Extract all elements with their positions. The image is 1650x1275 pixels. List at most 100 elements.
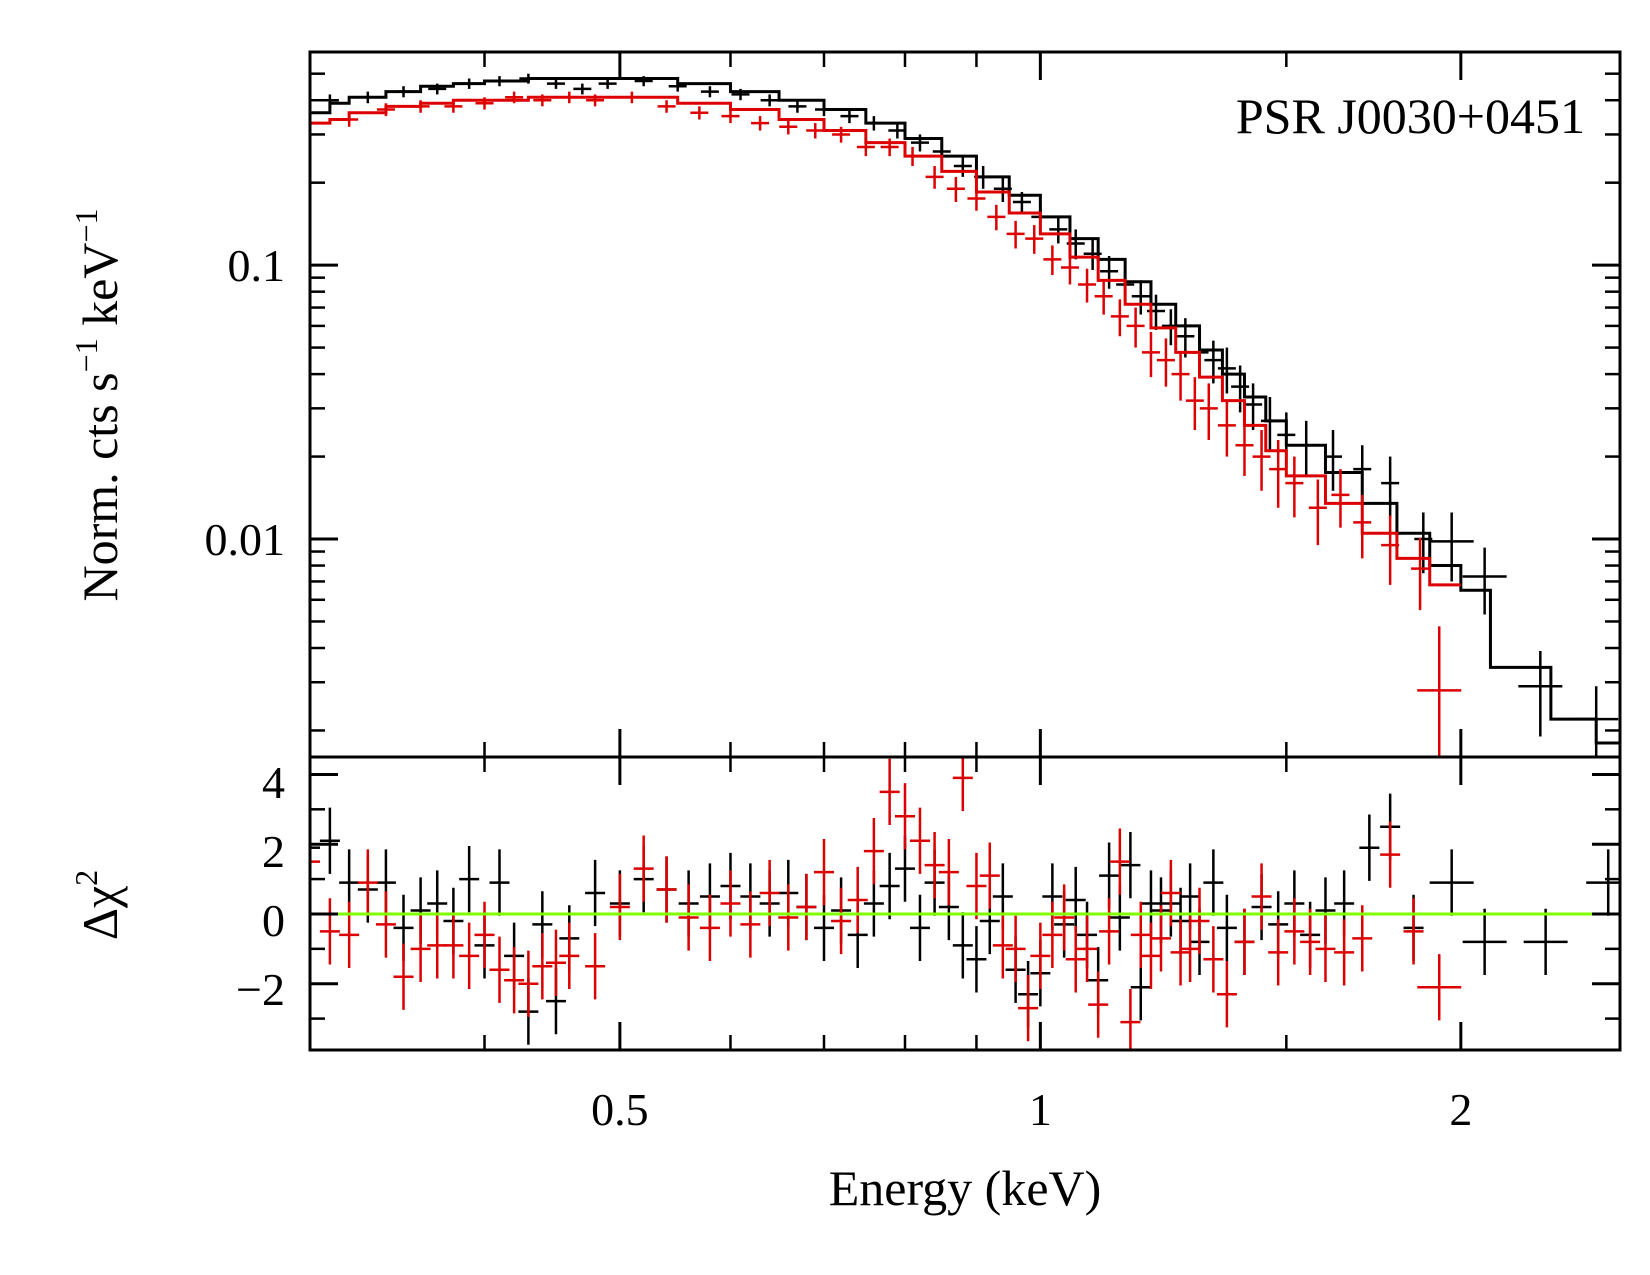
spectrum-data-point-2 [721, 109, 740, 124]
residuals-y-axis-title: Δχ2 [68, 870, 128, 940]
spectrum-data-point-2 [1156, 338, 1175, 387]
spectrum-data-point-2 [1110, 299, 1129, 337]
residual-point-2 [1417, 954, 1462, 1021]
residual-point-2 [459, 922, 480, 989]
residual-point-2 [1203, 926, 1224, 993]
spectrum-data-point-2 [946, 176, 965, 203]
residuals-axis-ticks [310, 757, 1620, 1050]
spectrum-data-point-1 [1131, 280, 1150, 315]
residual-point-2 [474, 901, 495, 969]
spectrum-data-point-2 [1043, 245, 1062, 276]
residual-point-1 [952, 912, 973, 979]
spectrum-data-point-1 [788, 100, 807, 113]
residual-point-2 [979, 842, 1000, 909]
spectrum-data-point-2 [444, 100, 463, 113]
spectrum-data-point-1 [1244, 383, 1263, 431]
residual-point-2 [1403, 898, 1424, 965]
spectrum-data-point-1 [953, 156, 972, 177]
spectrum-axis-ticks [310, 52, 1620, 757]
spectrum-data-point-1 [1518, 651, 1563, 737]
residual-point-2 [678, 884, 699, 951]
source-name-annotation: PSR J0030+0451 [1236, 88, 1585, 144]
spectrum-ytick-label-0.1: 0.1 [228, 240, 286, 291]
residual-point-1 [879, 852, 900, 920]
x-axis-title: Energy (keV) [829, 1160, 1102, 1216]
spectrum-data-point-1 [731, 88, 750, 101]
residual-point-2 [966, 852, 987, 920]
residual-point-2 [656, 856, 677, 923]
spectrum-data-point-1 [1012, 191, 1031, 213]
residual-point-2 [504, 947, 525, 1014]
residual-point-2 [778, 884, 799, 951]
residual-point-2 [633, 835, 654, 902]
residual-point-2 [759, 859, 780, 927]
spectrum-data-point-2 [505, 91, 524, 104]
residual-point-2 [559, 922, 580, 989]
residual-ytick-label-minus2: −2 [236, 964, 285, 1015]
residual-point-2 [924, 831, 945, 899]
residual-point-2 [375, 891, 396, 958]
residual-point-2 [952, 757, 973, 812]
spectrum-data-point-2 [779, 119, 798, 135]
residual-point-1 [1065, 866, 1086, 934]
spectrum-data-point-2 [376, 103, 395, 117]
spectrum-data-point-2 [1252, 430, 1271, 491]
residual-point-2 [609, 873, 630, 941]
residual-point-2 [796, 873, 817, 941]
spectrum-data-point-2 [925, 166, 944, 189]
residual-point-2 [1140, 922, 1161, 989]
residual-point-2 [1088, 971, 1109, 1038]
spectrum-data-point-1 [1414, 512, 1433, 574]
xtick-label-1: 1 [1029, 1084, 1052, 1135]
spectrum-data-point-2 [657, 100, 676, 113]
residual-point-2 [1334, 919, 1355, 986]
spectrum-model-step-line-2 [310, 95, 1461, 587]
spectrum-data-point-1 [1381, 456, 1400, 518]
residual-point-2 [1065, 926, 1086, 993]
residual-point-2 [532, 933, 553, 1000]
spectrum-frame [308, 50, 1622, 759]
xtick-label-0.5: 0.5 [591, 1084, 649, 1135]
residual-point-2 [831, 887, 852, 955]
spectrum-data-point-1 [1429, 512, 1474, 582]
residual-point-2 [1300, 908, 1321, 976]
residual-point-2 [1216, 961, 1237, 1028]
residual-point-1 [966, 926, 987, 993]
spectrum-data-point-1 [760, 94, 779, 107]
spectrum-data-point-2 [856, 138, 875, 157]
residual-point-1 [319, 807, 340, 874]
residual-point-2 [410, 915, 431, 982]
spectrum-data-point-2 [1126, 307, 1145, 348]
residual-point-2 [1005, 915, 1026, 982]
spectrum-data-point-2 [560, 91, 579, 104]
residual-point-2 [863, 818, 884, 885]
residual-point-2 [879, 758, 900, 826]
spectrum-data-point-1 [598, 78, 617, 89]
residual-point-2 [992, 912, 1013, 979]
spectrum-data-point-2 [903, 146, 922, 167]
residual-point-2 [1018, 975, 1039, 1042]
spectrum-data-point-2 [475, 97, 494, 110]
residual-point-2 [489, 936, 510, 1003]
spectrum-data-point-2 [1199, 383, 1218, 440]
spectrum-data-point-2 [987, 204, 1006, 231]
residual-point-1 [1120, 831, 1141, 899]
residual-point-2 [518, 950, 539, 1017]
residual-point-2 [847, 866, 868, 934]
spectrum-data-point-2 [1094, 280, 1113, 315]
spectrum-data-point-2 [880, 138, 899, 157]
residual-point-2 [1251, 863, 1272, 930]
residual-point-2 [1160, 859, 1181, 927]
spectrum-data-point-2 [1141, 331, 1160, 378]
spectrum-data-point-1 [1049, 216, 1068, 244]
residual-point-2 [1234, 908, 1255, 976]
spectrum-data-point-2 [690, 106, 709, 120]
residual-point-1 [1216, 894, 1237, 962]
residual-point-2 [1099, 898, 1120, 965]
residual-point-2 [1109, 828, 1130, 895]
residual-point-1 [1359, 814, 1380, 881]
spectrum-data-point-1 [1324, 430, 1343, 491]
residual-point-2 [813, 838, 834, 906]
spectrum-data-point-1 [910, 134, 929, 152]
spectrum-data-point-2 [1025, 225, 1044, 254]
